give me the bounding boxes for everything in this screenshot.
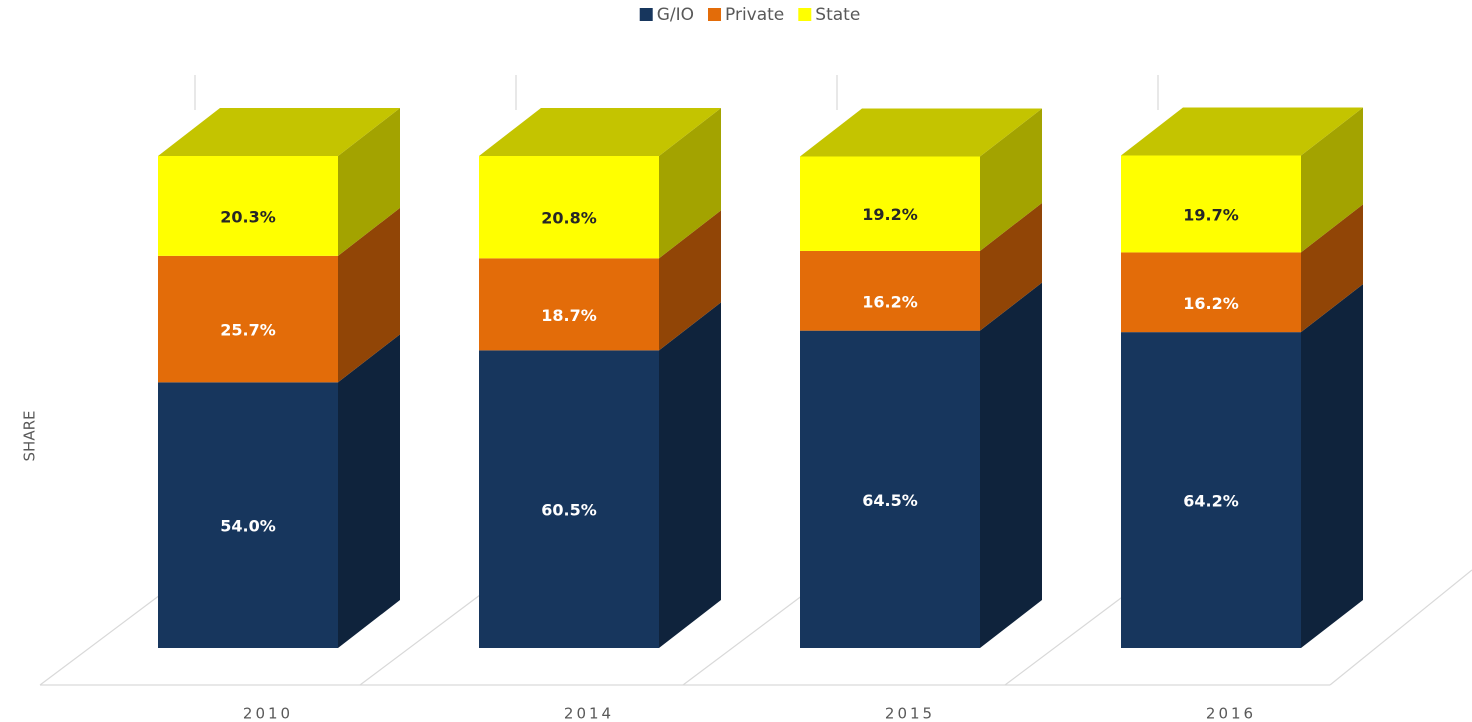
bar-segment xyxy=(800,156,980,251)
x-tick-label: 2015 xyxy=(885,705,935,722)
bar-top xyxy=(1121,107,1363,156)
bar-segment xyxy=(1121,252,1301,333)
value-label: 60.5% xyxy=(541,501,597,520)
bar-side xyxy=(980,108,1042,251)
value-label: 18.7% xyxy=(541,306,597,325)
bar-side xyxy=(1301,107,1363,253)
value-label: 19.7% xyxy=(1183,205,1239,224)
value-label: 16.2% xyxy=(862,292,918,311)
legend-swatch xyxy=(639,8,653,21)
bar-segment xyxy=(479,258,659,351)
bar-segment xyxy=(158,255,338,383)
bar-segment xyxy=(800,330,980,648)
bar-side xyxy=(338,334,400,648)
bar-side xyxy=(1301,284,1363,648)
value-label: 20.3% xyxy=(220,207,276,226)
value-label: 25.7% xyxy=(220,321,276,340)
bar-side xyxy=(1301,204,1363,333)
floor xyxy=(39,75,1472,686)
bar-top xyxy=(158,108,400,156)
legend-label: State xyxy=(815,5,860,25)
legend-swatch xyxy=(798,8,812,21)
bar-segment xyxy=(158,382,338,648)
bar-side xyxy=(659,210,721,351)
bar-segment xyxy=(1121,332,1301,648)
bar-side xyxy=(338,108,400,256)
bar-top xyxy=(800,108,1042,157)
bar-segment xyxy=(158,156,338,256)
bar-side xyxy=(338,207,400,383)
bar-segment xyxy=(479,350,659,648)
legend-label: G/IO xyxy=(657,5,694,25)
bar-side xyxy=(659,108,721,259)
bar-segment xyxy=(800,250,980,331)
value-label: 20.8% xyxy=(541,209,597,228)
value-label: 54.0% xyxy=(220,517,276,536)
value-label: 64.2% xyxy=(1183,492,1239,511)
x-tick-label: 2014 xyxy=(564,705,614,722)
value-label: 19.2% xyxy=(862,205,918,224)
legend-swatch xyxy=(708,8,722,21)
x-tick-label: 2016 xyxy=(1206,705,1256,722)
value-label: 16.2% xyxy=(1183,294,1239,313)
bar-side xyxy=(980,202,1042,331)
value-label: 64.5% xyxy=(862,491,918,510)
bar-segment xyxy=(479,156,659,259)
bar-side xyxy=(980,282,1042,648)
bar-segment xyxy=(1121,155,1301,253)
legend-label: Private xyxy=(725,5,784,25)
y-axis-label: SHARE xyxy=(21,411,39,462)
x-tick-label: 2010 xyxy=(243,705,293,722)
bar-top xyxy=(479,108,721,156)
bar-side xyxy=(659,302,721,648)
